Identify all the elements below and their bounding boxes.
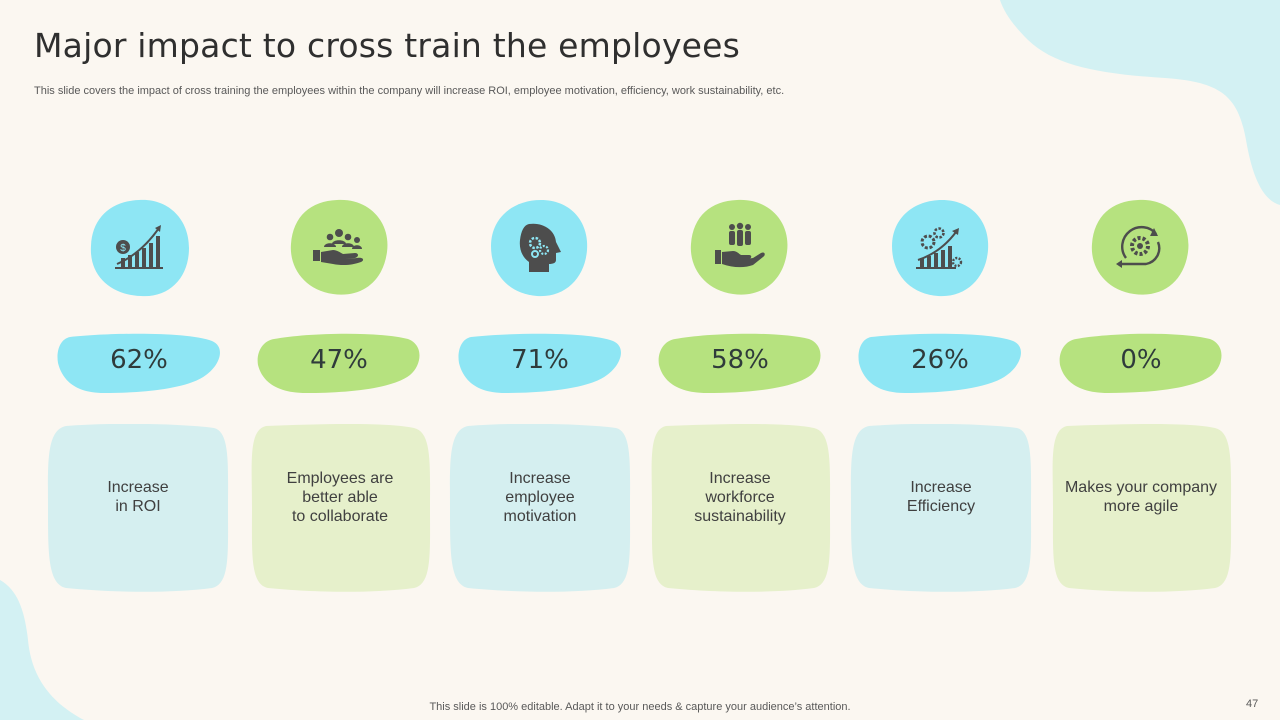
card-agile: Makes your company more agile	[1049, 424, 1233, 592]
percent-value: 0%	[1120, 345, 1162, 375]
card-label: Increase Efficiency	[906, 479, 976, 515]
svg-text:$: $	[120, 243, 126, 254]
card-label: Makes your company more agile	[1064, 479, 1218, 515]
icon-blob-efficiency	[890, 198, 990, 298]
card-sustainability: Increase workforce sustainability	[648, 424, 832, 592]
card-efficiency: Increase Efficiency	[849, 424, 1033, 592]
percent-value: 58%	[711, 345, 769, 375]
percent-badge-collaborate: 47%	[256, 331, 422, 395]
percent-badge-roi: 62%	[56, 331, 222, 395]
percent-value: 47%	[310, 345, 368, 375]
hand-team-icon	[313, 229, 364, 266]
card-label: Increase workforce sustainability	[694, 469, 786, 525]
percent-value: 26%	[911, 345, 969, 375]
card-motivation: Increase employee motivation	[448, 424, 632, 592]
icon-blob-motivation	[489, 198, 589, 298]
gears-growth-icon	[916, 227, 963, 269]
icon-blob-agile	[1090, 198, 1190, 298]
page-number: 47	[1246, 698, 1259, 710]
card-roi: Increase in ROI	[46, 424, 230, 592]
percent-badge-agile: 0%	[1058, 331, 1224, 395]
percent-badge-sustainability: 58%	[657, 331, 823, 395]
icon-blob-roi: $	[89, 198, 189, 298]
card-collaborate: Employees are better able to collaborate	[248, 424, 432, 592]
card-label: Increase employee motivation	[503, 469, 577, 525]
agile-gear-cycle-icon	[1116, 226, 1161, 268]
dollar-growth-chart-icon: $	[115, 225, 163, 269]
percent-value: 71%	[511, 345, 569, 375]
hand-people-icon	[715, 222, 765, 268]
percent-badge-motivation: 71%	[457, 331, 623, 395]
page-title: Major impact to cross train the employee…	[34, 26, 741, 65]
icon-blob-sustainability	[689, 198, 789, 298]
footer-note: This slide is 100% editable. Adapt it to…	[429, 701, 851, 713]
card-label: Employees are better able to collaborate	[286, 469, 394, 525]
percent-badge-efficiency: 26%	[857, 331, 1023, 395]
icon-blob-collaborate	[289, 198, 389, 298]
percent-value: 62%	[110, 345, 168, 375]
head-gears-icon	[519, 223, 561, 272]
page-subtitle: This slide covers the impact of cross tr…	[34, 85, 785, 97]
card-label: Increase in ROI	[107, 479, 169, 515]
